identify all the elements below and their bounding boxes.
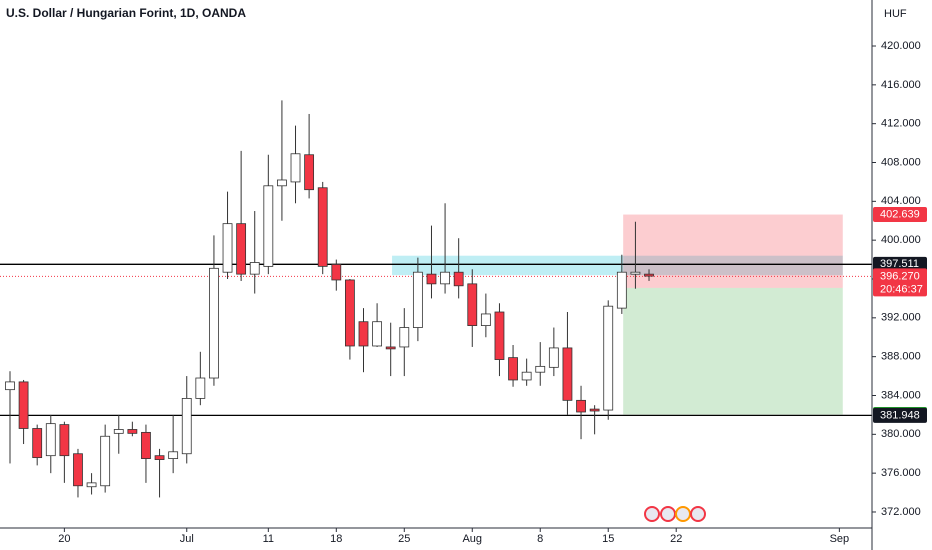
candle-body [453, 271, 464, 287]
candle-body [209, 267, 219, 379]
candle-body [317, 187, 328, 267]
candle-body [222, 223, 233, 273]
y-tick-label: 416.000 [881, 79, 921, 91]
x-tick-label: 25 [398, 533, 410, 545]
candle-body [249, 262, 260, 275]
candle-body [399, 327, 410, 348]
y-tick-label: 420.000 [881, 40, 921, 52]
y-tick-label: 380.000 [881, 428, 921, 440]
event-icon[interactable] [675, 506, 691, 522]
plot: 20 Jul 11 18 25 Aug 8 15 22 Sep [5, 100, 849, 545]
y-tick-label: 372.000 [881, 506, 921, 518]
y-tick-label: 400.000 [881, 234, 921, 246]
x-tick-label: Jul [180, 533, 194, 545]
y-tick-label: 408.000 [881, 156, 921, 168]
candle-body [358, 321, 369, 347]
position-stop-zone [623, 214, 843, 288]
candle-body [535, 365, 546, 373]
price-tag [873, 256, 927, 272]
title-bg [0, 2, 225, 24]
zone-box [392, 255, 843, 276]
candle-body [45, 423, 56, 457]
candle-body [290, 153, 301, 183]
candle-body [616, 271, 627, 309]
candle-body [168, 451, 179, 459]
y-tick-label: 412.000 [881, 118, 921, 130]
price-tag [873, 407, 927, 423]
y-tick-label: 388.000 [881, 351, 921, 363]
candle-body [263, 185, 274, 267]
candle-body [181, 398, 192, 455]
position-target-zone [623, 287, 843, 415]
candle-body [548, 347, 559, 368]
candle-body [5, 381, 15, 391]
price-axis: 372.000 376.000 380.000 384.000 388.000 392.0… [872, 40, 927, 518]
candle-body [73, 453, 83, 487]
candle-body [277, 179, 287, 187]
event-icon[interactable] [644, 506, 660, 522]
candle-body [86, 482, 97, 488]
price-tag-label: 402.639 [880, 208, 920, 220]
candle-body [113, 429, 124, 434]
candle-body [467, 283, 478, 326]
candle-body [59, 424, 70, 457]
candle-body [195, 377, 206, 399]
candle-body [304, 154, 315, 191]
x-tick-label: 15 [602, 533, 614, 545]
candle-body [644, 273, 654, 277]
candle-body [480, 313, 491, 326]
candle-body [562, 347, 573, 401]
candle-body [603, 305, 614, 411]
candle-body [508, 357, 518, 381]
candle-body [576, 399, 586, 413]
price-tag [873, 207, 927, 223]
candle-body [345, 279, 355, 347]
candle-body [32, 428, 43, 459]
candle-body [236, 223, 247, 275]
candle-body [372, 321, 382, 347]
x-tick-label: 20 [58, 533, 70, 545]
price-tag-label: 381.948 [880, 409, 920, 421]
event-icon[interactable] [690, 506, 706, 522]
candle-body [521, 371, 532, 381]
candle-body [589, 408, 600, 412]
candle-body [494, 311, 505, 360]
candle-body [412, 271, 423, 328]
x-tick-label: 8 [537, 533, 543, 545]
x-tick-label: Aug [462, 533, 482, 545]
x-tick-label: 11 [263, 533, 274, 545]
candle-body [630, 271, 641, 275]
candle-body [440, 271, 450, 285]
current-price-label: 396.270 [880, 270, 920, 282]
candle-body [127, 429, 138, 434]
candle-body [331, 264, 342, 281]
event-icons [644, 506, 706, 522]
candle-body [18, 381, 29, 429]
x-tick-label: 22 [670, 533, 682, 545]
price-tag-label: 397.511 [880, 258, 919, 270]
y-tick-label: 392.000 [881, 312, 921, 324]
event-icon[interactable] [660, 506, 676, 522]
x-tick-label: 18 [330, 533, 342, 545]
x-tick-label: Sep [830, 533, 850, 545]
y-tick-label: 384.000 [881, 389, 921, 401]
candle-body [154, 455, 165, 460]
candle-body [426, 273, 437, 285]
candle-body [385, 346, 396, 350]
y-tick-label: 404.000 [881, 195, 921, 207]
candle-body [100, 435, 111, 487]
current-price-tag [873, 268, 927, 297]
axis-currency: HUF [884, 8, 907, 20]
chart-title: U.S. Dollar / Hungarian Forint, 1D, OAND… [6, 6, 246, 20]
candle-body [141, 431, 151, 459]
drawings [0, 214, 872, 417]
y-tick-label: 376.000 [881, 467, 921, 479]
countdown-label: 20:46:37 [880, 283, 923, 295]
